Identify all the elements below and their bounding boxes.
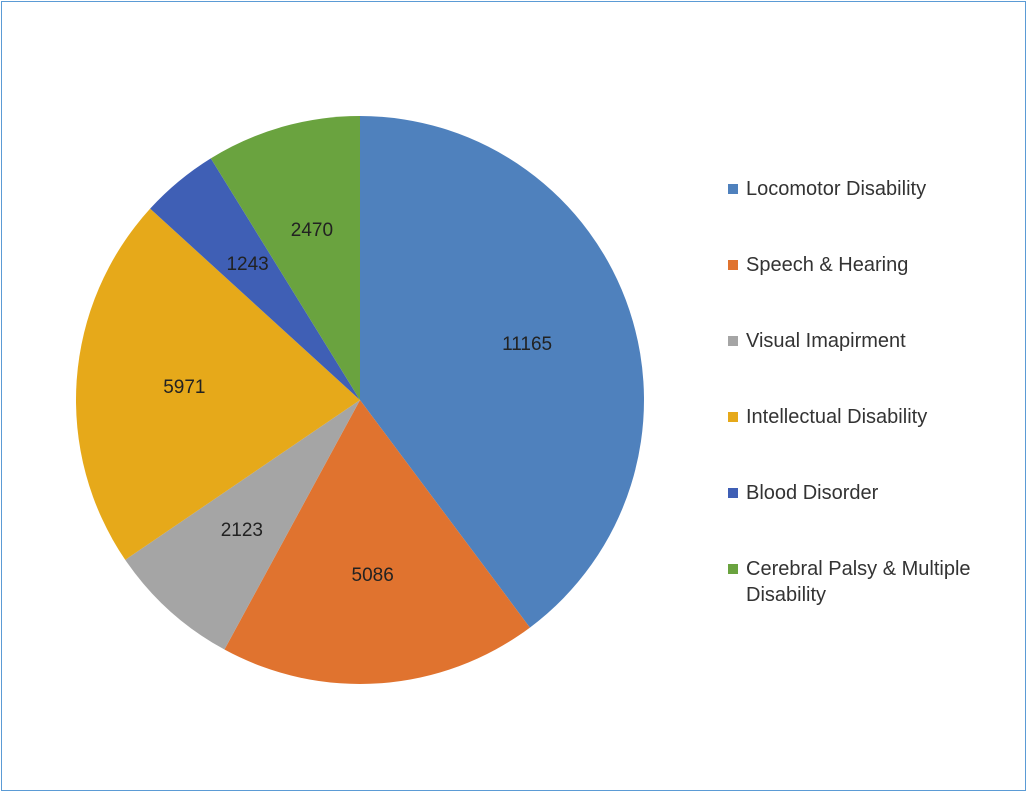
- pie-slice-blood-disorder: [150, 158, 360, 400]
- data-label-blood-disorder: 1243: [226, 254, 268, 275]
- legend-item-blood-disorder: Blood Disorder: [728, 480, 1018, 506]
- legend-label: Speech & Hearing: [746, 254, 909, 276]
- legend-swatch: [728, 564, 738, 574]
- pie-slices: [76, 116, 644, 684]
- legend-label: Locomotor Disability: [746, 178, 927, 200]
- slice-labels: 11165 5086 2123 5971 1243 2470: [163, 220, 552, 586]
- legend-label: Cerebral Palsy & Multiple Disability: [746, 558, 971, 606]
- legend-item-speech-and-hearing: Speech & Hearing: [728, 252, 1018, 278]
- legend-swatch: [728, 260, 738, 270]
- legend-item-cerebral-palsy-and-multiple-disability: Cerebral Palsy & Multiple Disability: [728, 556, 1018, 608]
- legend-item-intellectual-disability: Intellectual Disability: [728, 404, 1018, 430]
- data-label-intellectual-disability: 5971: [163, 377, 205, 398]
- legend-label: Intellectual Disability: [746, 406, 928, 428]
- pie-slice-speech-and-hearing: [224, 400, 530, 684]
- legend-label: Blood Disorder: [746, 482, 879, 504]
- data-label-locomotor-disability: 11165: [502, 334, 552, 355]
- pie-slice-visual-imapirment: [125, 400, 361, 650]
- legend-item-locomotor-disability: Locomotor Disability: [728, 176, 1018, 202]
- pie-slice-cerebral-palsy-and-multiple-disability: [210, 116, 360, 400]
- data-label-cerebral-palsy-and-multiple-disability: 2470: [291, 220, 333, 241]
- legend-swatch: [728, 412, 738, 422]
- data-label-speech-and-hearing: 5086: [352, 565, 394, 586]
- legend-swatch: [728, 336, 738, 346]
- legend-label: Visual Imapirment: [746, 330, 906, 352]
- legend-swatch: [728, 488, 738, 498]
- pie-slice-intellectual-disability: [76, 208, 360, 560]
- pie-slice-locomotor-disability: [360, 116, 644, 628]
- legend-item-visual-imapirment: Visual Imapirment: [728, 328, 1018, 354]
- data-label-visual-imapirment: 2123: [221, 520, 263, 541]
- legend-swatch: [728, 184, 738, 194]
